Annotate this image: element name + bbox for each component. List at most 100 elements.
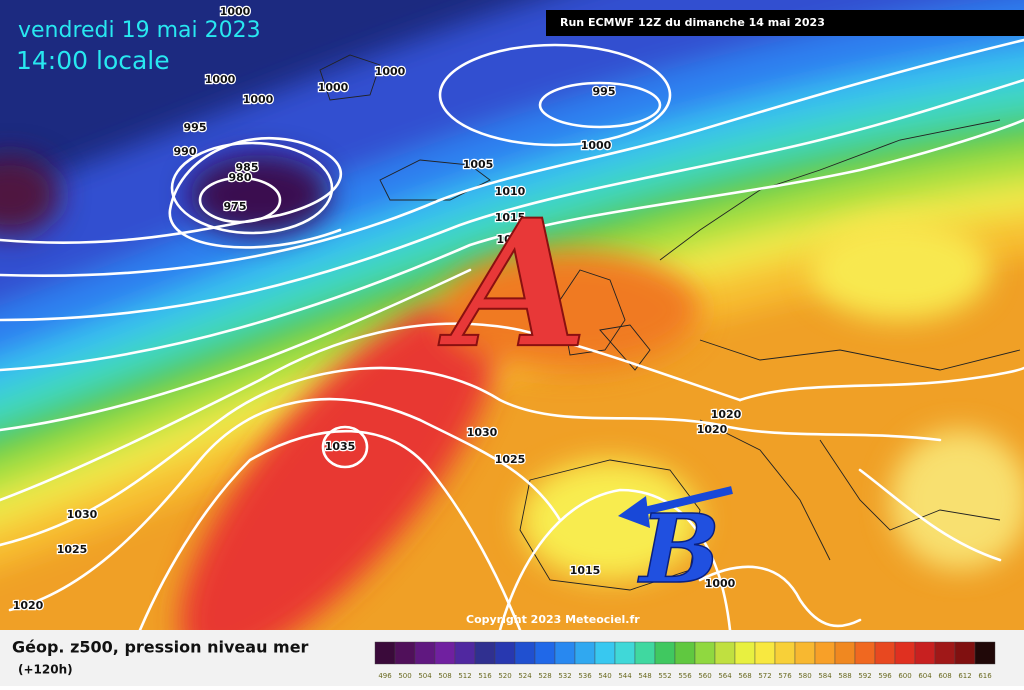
- scale-swatch: [474, 641, 496, 665]
- scale-swatch: [494, 641, 516, 665]
- color-scale: 496 500 504 508 512 516 520 524 528 532 536 540 544 5…: [374, 641, 996, 680]
- scale-swatch: [734, 641, 756, 665]
- isobar-label: 1030: [467, 426, 498, 439]
- isobar-label: 1015: [570, 564, 601, 577]
- copyright: Copyright 2023 Meteociel.fr: [466, 613, 640, 626]
- scale-swatch: [754, 641, 776, 665]
- scale-label: 540: [598, 672, 611, 680]
- isobar-label: 1030: [67, 508, 98, 521]
- scale-label: 516: [478, 672, 492, 680]
- low-pressure-letter: B: [637, 494, 720, 605]
- isobar-label: 1000: [375, 65, 406, 78]
- scale-swatch: [794, 641, 816, 665]
- isobar-label: 1000: [205, 73, 236, 86]
- run-info: Run ECMWF 12Z du dimanche 14 mai 2023: [560, 16, 825, 29]
- scale-label: 592: [858, 672, 871, 680]
- scale-label: 612: [958, 672, 971, 680]
- scale-swatch: [414, 641, 436, 665]
- isobar-label: 980: [229, 171, 252, 184]
- scale-label: 528: [538, 672, 551, 680]
- isobar-label: 1000: [705, 577, 736, 590]
- scale-swatch: [894, 641, 916, 665]
- scale-swatch: [854, 641, 876, 665]
- scale-swatch: [974, 641, 996, 665]
- isobar-label: 985: [236, 161, 259, 174]
- isobar-label: 1025: [495, 453, 526, 466]
- isobar-label: 1000: [243, 93, 274, 106]
- color-blobs: [0, 155, 1024, 630]
- scale-swatch: [654, 641, 676, 665]
- scale-label: 556: [678, 672, 692, 680]
- scale-label: 560: [698, 672, 711, 680]
- isobar-label: 1010: [495, 185, 526, 198]
- isobar-label: 1005: [463, 158, 494, 171]
- scale-label: 512: [458, 672, 471, 680]
- legend-subtitle: (+120h): [18, 663, 73, 677]
- scale-swatch: [594, 641, 616, 665]
- scale-label: 500: [398, 672, 411, 680]
- scale-label: 616: [978, 672, 992, 680]
- scale-label: 496: [378, 672, 392, 680]
- scale-label: 584: [818, 672, 832, 680]
- scale-swatch: [394, 641, 416, 665]
- scale-label: 536: [578, 672, 592, 680]
- legend-title: Géop. z500, pression niveau mer: [12, 638, 309, 657]
- scale-swatch: [914, 641, 936, 665]
- scale-label: 588: [838, 672, 851, 680]
- scale-label: 572: [758, 672, 771, 680]
- scale-swatch: [714, 641, 736, 665]
- forecast-time: 14:00 locale: [16, 46, 170, 75]
- scale-label: 604: [918, 672, 932, 680]
- scale-swatch: [934, 641, 956, 665]
- scale-label: 504: [418, 672, 432, 680]
- scale-label: 596: [878, 672, 892, 680]
- scale-label: 568: [738, 672, 751, 680]
- scale-swatch: [874, 641, 896, 665]
- scale-label: 548: [638, 672, 651, 680]
- forecast-date: vendredi 19 mai 2023: [18, 18, 261, 43]
- high-pressure-letter: A: [438, 182, 588, 387]
- scale-swatch: [814, 641, 836, 665]
- arrow: [639, 486, 733, 516]
- scale-swatch: [774, 641, 796, 665]
- isobar-label: 1020: [711, 408, 742, 421]
- isobar-label: 1000: [318, 81, 349, 94]
- scale-label: 564: [718, 672, 732, 680]
- isobar-label: 1020: [697, 423, 728, 436]
- isobar-label: 995: [184, 121, 207, 134]
- isobar-label: 975: [224, 200, 247, 213]
- run-banner: [546, 10, 1024, 36]
- isobar-label: 1000: [220, 5, 251, 18]
- isobar-label: 990: [174, 145, 197, 158]
- scale-swatch: [434, 641, 456, 665]
- isobar-label: 995: [593, 85, 616, 98]
- scale-label: 580: [798, 672, 811, 680]
- scale-swatch: [634, 641, 656, 665]
- scale-label: 552: [658, 672, 671, 680]
- scale-swatch: [574, 641, 596, 665]
- scale-swatch: [834, 641, 856, 665]
- scale-label: 520: [498, 672, 511, 680]
- scale-label: 600: [898, 672, 911, 680]
- scale-swatch: [454, 641, 476, 665]
- isobar-label: 1000: [581, 139, 612, 152]
- arrow-head: [618, 496, 650, 528]
- scale-swatch: [374, 641, 396, 665]
- scale-swatch: [954, 641, 976, 665]
- scale-swatch: [554, 641, 576, 665]
- scale-label: 524: [518, 672, 532, 680]
- isobar-label: 1035: [325, 440, 356, 453]
- isobar-label: 1025: [57, 543, 88, 556]
- isobar-label: 102: [497, 233, 520, 246]
- scale-swatch: [514, 641, 536, 665]
- scale-swatch: [674, 641, 696, 665]
- scale-label: 608: [938, 672, 951, 680]
- isobars: [0, 38, 1024, 630]
- scale-label: 532: [558, 672, 571, 680]
- scale-label: 508: [438, 672, 451, 680]
- scale-label: 576: [778, 672, 792, 680]
